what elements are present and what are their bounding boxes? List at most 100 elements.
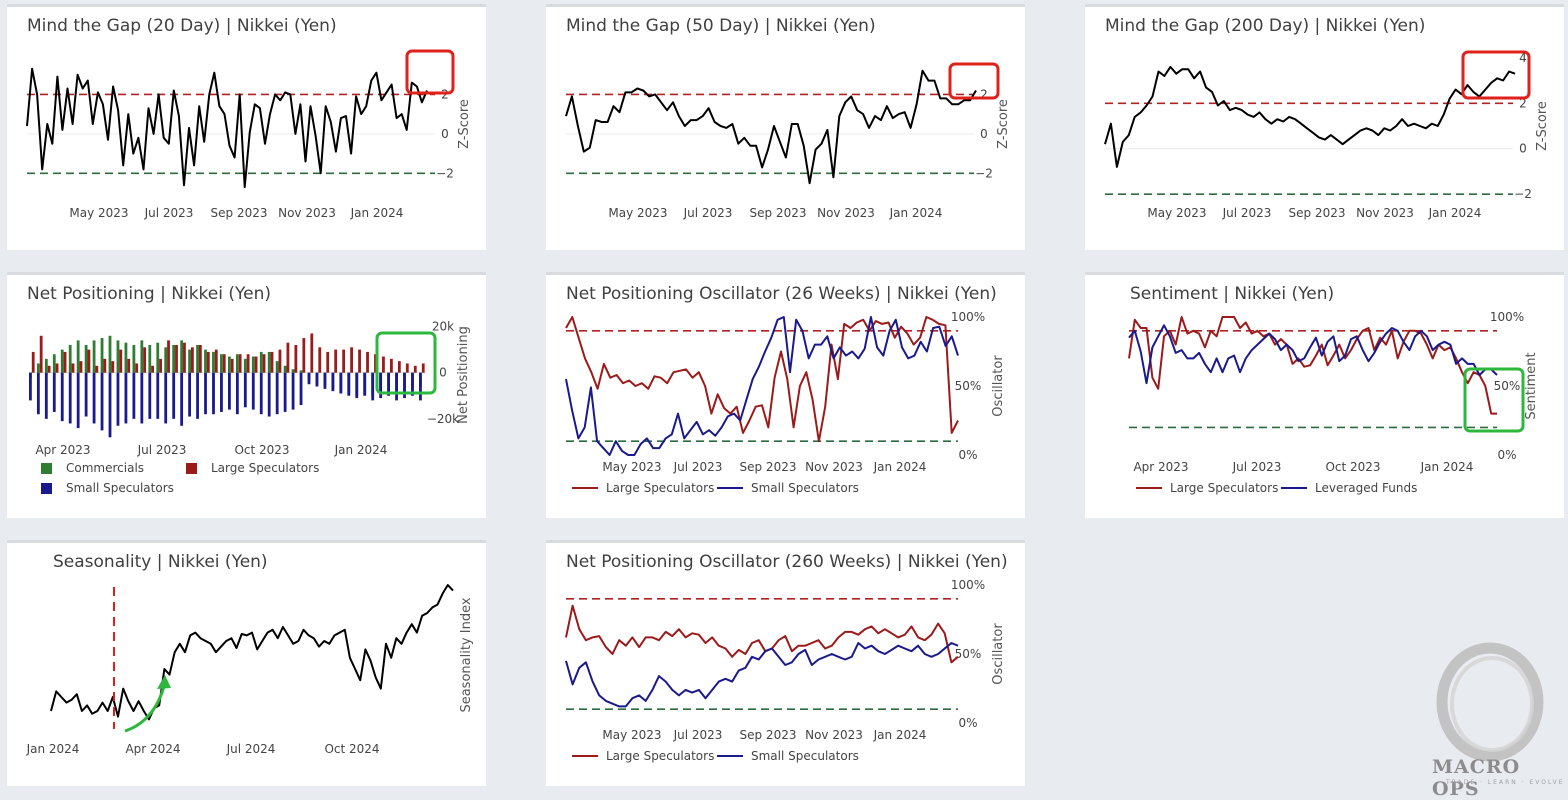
bar [302,338,306,373]
legend-item[interactable]: Large Speculators [572,749,714,763]
x-tick-label: Nov 2023 [805,728,863,742]
chart-title: Net Positioning Oscillator (260 Weeks) |… [566,552,1008,572]
bar [246,354,250,373]
y-tick-label: −20k [427,412,459,426]
legend-item[interactable]: Leveraged Funds [1281,481,1417,495]
x-tick-label: Jul 2023 [673,460,723,474]
annotation-box [1461,50,1531,100]
legend-item[interactable]: Large Speculators [1136,481,1278,495]
y-axis-title: Z-Score [1535,101,1550,151]
legend-item[interactable]: Large Speculators [572,481,714,495]
bar [156,372,160,419]
bar [326,351,330,373]
bar [212,372,215,415]
x-tick-label: Oct 2024 [324,742,379,756]
bar [76,340,80,373]
bar [111,361,115,373]
x-tick-label: Apr 2023 [35,443,90,457]
y-tick-label: −2 [975,166,993,180]
x-tick-label: Sep 2023 [740,460,797,474]
chart-title: Sentiment | Nikkei (Yen) [1130,284,1335,304]
series-line [565,316,959,443]
panel-npo260: Net Positioning Oscillator (260 Weeks) |… [546,540,1025,786]
series-line [565,69,977,185]
panel-gap200: Mind the Gap (200 Day) | Nikkei (Yen) Ma… [1085,4,1564,250]
legend-item[interactable]: Large Speculators [186,461,319,475]
bar [47,365,51,373]
x-tick-label: Nov 2023 [817,206,875,220]
bar [382,356,385,373]
legend-label: Large Speculators [606,481,715,495]
bar [175,345,178,373]
x-tick-label: Jan 2024 [873,728,927,742]
bar [143,347,147,373]
legend-item[interactable]: Small Speculators [41,481,174,495]
bar [180,340,184,373]
bar [84,372,88,417]
x-tick-label: May 2023 [602,728,661,742]
legend-swatch [41,482,52,494]
bar [180,372,184,426]
macro-ops-logo-icon [1436,642,1544,762]
panel-gap50: Mind the Gap (50 Day) | Nikkei (Yen) May… [546,4,1025,250]
x-tick-label: Jan 2024 [873,460,927,474]
panel-sentiment: Sentiment | Nikkei (Yen) Apr 2023 Jul 202… [1085,272,1564,518]
bar [318,347,322,373]
x-tick-label: May 2023 [608,206,667,220]
x-tick-label: Jan 2024 [350,206,404,220]
bar [405,363,409,373]
y-axis-title: Net Positioning [456,326,471,424]
chart-title: Mind the Gap (20 Day) | Nikkei (Yen) [27,16,337,36]
panel-npo26: Net Positioning Oscillator (26 Weeks) | … [546,272,1025,518]
bar [31,351,35,373]
legend-swatch [717,755,743,757]
bar [140,372,144,424]
bar [100,338,104,373]
bar [159,358,162,373]
bar [127,358,131,373]
bar [366,351,369,373]
y-tick-label: −2 [436,166,454,180]
x-tick-label: May 2023 [602,460,661,474]
bar [198,345,202,373]
legend-swatch [717,487,743,489]
annotation-arrow [124,682,167,733]
bar [222,354,226,373]
series-line [1128,324,1498,385]
bar [148,372,152,419]
x-tick-label: Nov 2023 [1356,206,1414,220]
bar [135,363,139,373]
bar [71,363,75,373]
annotation-box [1463,367,1525,433]
x-tick-label: Jan 2024 [889,206,943,220]
chart-title: Mind the Gap (50 Day) | Nikkei (Yen) [566,16,876,36]
legend-item[interactable]: Commercials [41,461,144,475]
annotation-box [948,62,1000,100]
bar [339,372,343,394]
series-line [50,584,454,721]
bar [164,347,168,373]
annotation-box [375,331,437,395]
series-line [1104,65,1516,168]
bar [164,372,168,424]
bar [267,351,271,373]
bar [299,370,303,373]
bar [291,369,295,373]
x-tick-label: Jan 2024 [1420,460,1474,474]
bar [220,354,223,373]
bar [95,365,99,373]
bar [29,372,32,401]
x-tick-label: Sep 2023 [740,728,797,742]
x-tick-label: Jul 2024 [226,742,276,756]
panel-gap20: Mind the Gap (20 Day) | Nikkei (Yen) May… [7,4,486,250]
bar [204,349,207,373]
x-tick-label: Jul 2023 [673,728,723,742]
bar [251,356,255,373]
y-tick-label: 50% [955,379,982,393]
legend-item[interactable]: Small Speculators [717,749,859,763]
x-tick-label: Jan 2024 [334,443,388,457]
logo-wordmark: MACRO OPS [1432,756,1521,800]
legend-item[interactable]: Small Speculators [717,481,859,495]
bar [183,342,186,373]
legend-label: Large Speculators [211,461,320,475]
